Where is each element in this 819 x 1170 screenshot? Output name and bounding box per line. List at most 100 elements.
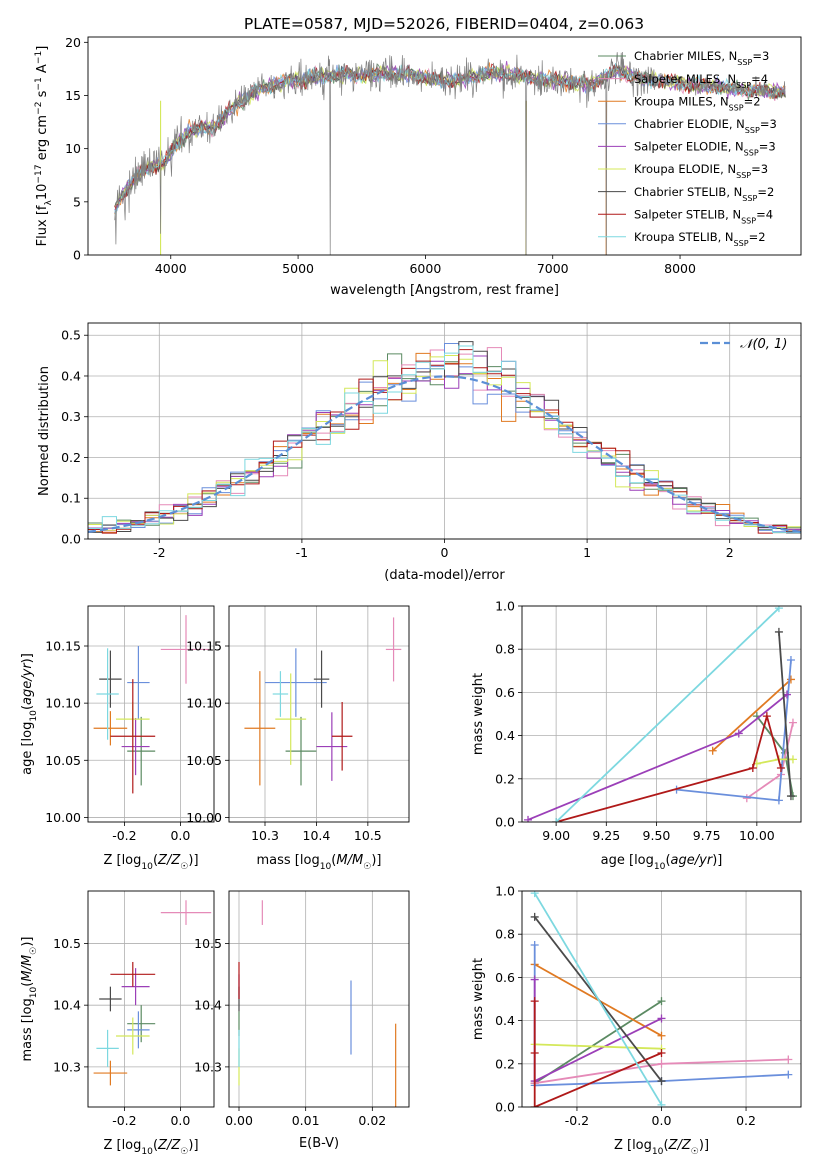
hist-chabrier-stelib <box>88 341 801 533</box>
series-kroupa-miles <box>708 675 795 755</box>
x-axis-label: (data-model)/error <box>384 568 505 583</box>
y-tick-label: 0.0 <box>495 1100 515 1115</box>
y-tick-label: 10.00 <box>186 810 222 825</box>
point-kroupa-stelib <box>96 1029 119 1067</box>
series-salpeter-stelib <box>530 997 666 1107</box>
legend-label-kroupa-elodie: Kroupa ELODIE, NSSP=3 <box>634 162 768 180</box>
x-axis-label: age [log10(age/yr)] <box>601 853 723 872</box>
x-tick-label: 0.02 <box>358 1113 386 1128</box>
y-tick-label: 0.0 <box>61 532 81 547</box>
point-chabrier-miles <box>127 716 156 786</box>
point-salpeter-miles <box>160 615 212 684</box>
series-chabrier-stelib <box>774 627 795 801</box>
y-tick-label: 5 <box>73 194 81 209</box>
weight-line <box>533 1001 662 1107</box>
x-tick-label: -0.2 <box>112 828 136 843</box>
weight-marker <box>552 818 561 822</box>
weight-marker <box>776 764 785 772</box>
chart-weight_vs_age: 9.00 9.25 9.50 9.75 10.00 0.0 0.2 0.4 0.6 0.8 1.0 a… <box>471 599 802 872</box>
axes-frame <box>87 605 215 823</box>
y-axis-label: age [log10(age/yr)] <box>20 653 39 775</box>
x-axis-label: Z [log10(Z/Z☉)] <box>614 1138 709 1157</box>
weight-marker <box>530 997 539 1006</box>
weight-marker <box>657 1049 666 1057</box>
y-tick-label: 10.00 <box>45 810 81 825</box>
y-tick-label: 0.2 <box>495 1056 515 1071</box>
y-axis-label: mass [log10(M/M☉)] <box>20 937 39 1062</box>
hist-kroupa-stelib <box>88 345 801 534</box>
y-tick-label: 0.2 <box>61 450 81 465</box>
y-tick-label: 0.4 <box>61 368 81 383</box>
point-salpeter-stelib <box>331 702 353 771</box>
weight-marker <box>530 1049 539 1057</box>
x-tick-label: 10.3 <box>251 828 279 843</box>
series-kroupa-stelib <box>530 891 666 1107</box>
axes-frame <box>87 322 802 540</box>
point-salpeter-miles <box>385 617 402 682</box>
weight-marker <box>748 764 757 772</box>
weight-marker <box>708 746 717 755</box>
weight-marker <box>742 794 751 803</box>
weight-marker <box>786 792 795 801</box>
x-tick-label: 0.00 <box>225 1113 253 1128</box>
x-tick-label: -0.2 <box>112 1113 136 1128</box>
point-chabrier-elodie <box>127 1011 150 1049</box>
chart-spectrum: 4000 5000 6000 7000 8000 0 5 10 15 20 wavelength [… <box>34 35 802 298</box>
legend-label-chabrier-elodie: Chabrier ELODIE, NSSP=3 <box>634 117 777 135</box>
series-kroupa-elodie <box>752 755 797 768</box>
series-chabrier-elodie <box>672 656 795 805</box>
x-tick-label: 2 <box>726 545 734 560</box>
observed-spectrum <box>114 51 787 255</box>
weight-line <box>555 607 780 822</box>
plot-area <box>238 900 397 1107</box>
weight-marker <box>786 656 795 664</box>
point-chabrier-miles <box>127 1005 156 1043</box>
y-tick-label: 10.5 <box>53 936 81 951</box>
plot-area <box>93 900 212 1086</box>
weight-marker <box>524 815 533 822</box>
x-axis-label: Z [log10(Z/Z☉)] <box>103 853 198 872</box>
y-tick-label: 0.0 <box>495 815 515 830</box>
legend-label-salpeter-stelib: Salpeter STELIB, NSSP=4 <box>634 207 773 225</box>
weight-marker <box>788 718 797 727</box>
weight-marker <box>657 1077 666 1086</box>
weight-marker <box>657 1059 666 1068</box>
y-tick-label: 10.15 <box>186 639 222 654</box>
y-tick-label: 1.0 <box>495 599 515 614</box>
plot-area <box>114 51 787 255</box>
x-tick-label: 10.00 <box>739 828 775 843</box>
normal-curve <box>88 375 801 533</box>
hist-salpeter-elodie <box>88 355 801 531</box>
axes-frame <box>228 890 410 1108</box>
legend: Chabrier MILES, NSSP=3 Salpeter MILES, NS… <box>598 49 777 248</box>
point-chabrier-stelib <box>99 986 122 1012</box>
y-axis-label: mass weight <box>471 673 486 755</box>
y-tick-label: 0.1 <box>61 491 81 506</box>
chart-age_vs_mass: 10.3 10.4 10.5 10.00 10.05 10.10 10.15 mass [lo… <box>186 605 410 872</box>
y-tick-label: 0.3 <box>61 409 81 424</box>
y-tick-label: 10.15 <box>45 639 81 654</box>
x-tick-label: 0.0 <box>652 1113 672 1128</box>
x-tick-label: 8000 <box>664 261 696 276</box>
weight-marker <box>530 891 539 898</box>
point-kroupa-stelib <box>96 648 119 740</box>
y-tick-label: 10.3 <box>53 1059 81 1074</box>
chart-weight_vs_Z: -0.2 0.0 0.2 0.0 0.2 0.4 0.6 0.8 1.0 Z [log10(Z/Z… <box>471 884 802 1157</box>
plot-area <box>530 891 793 1107</box>
y-tick-label: 20 <box>65 35 81 50</box>
weight-marker <box>657 1014 666 1023</box>
plot-area <box>88 341 801 534</box>
weight-line <box>555 712 782 822</box>
y-axis-label: Normed distribution <box>37 366 52 496</box>
weight-marker <box>530 912 539 921</box>
x-tick-label: 10.5 <box>354 828 382 843</box>
x-tick-label: 0.2 <box>736 1113 756 1128</box>
x-tick-label: 0.0 <box>170 828 190 843</box>
point-kroupa-elodie <box>275 673 307 765</box>
weight-marker <box>657 997 666 1006</box>
x-tick-label: 0.0 <box>170 1113 190 1128</box>
x-axis-label: Z [log10(Z/Z☉)] <box>103 1138 198 1157</box>
y-tick-label: 15 <box>65 88 81 103</box>
x-tick-label: 9.50 <box>643 828 671 843</box>
weight-marker <box>788 755 797 764</box>
